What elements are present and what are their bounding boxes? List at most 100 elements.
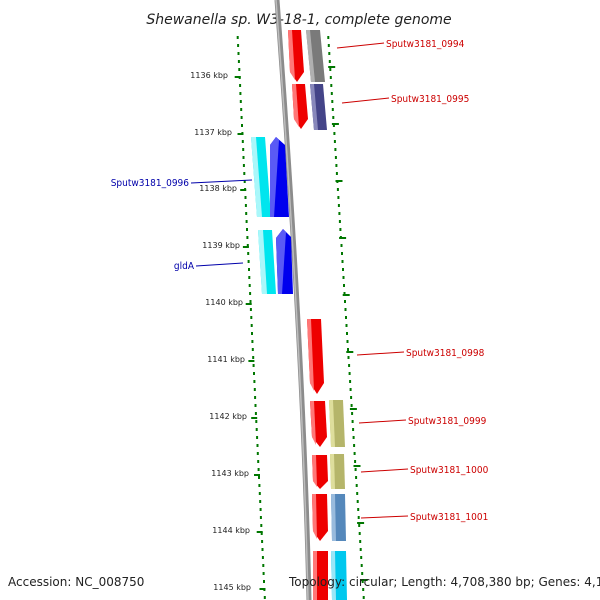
reverse-strand-features (251, 137, 293, 294)
tick-dot (259, 516, 262, 519)
tick-dot (348, 364, 351, 367)
tick-dot (355, 484, 358, 487)
tick-dot (360, 564, 363, 567)
gene-label-sputw3181-0999[interactable]: Sputw3181_0999 (408, 416, 487, 427)
tick-dot (237, 60, 240, 63)
tick-dot (331, 100, 334, 103)
tick-dot (354, 460, 357, 463)
tick-dot (254, 412, 257, 415)
tick-dot (259, 500, 262, 503)
gene-label-sputw3181-0994[interactable]: Sputw3181_0994 (386, 39, 465, 50)
tick-dot (337, 204, 340, 207)
cds-forward-highlight (310, 401, 316, 445)
tick-dot (261, 540, 264, 543)
kbp-label: 1137 kbp (194, 128, 232, 137)
tick-major (256, 531, 263, 533)
gene-label-sputw3181-0998[interactable]: Sputw3181_0998 (406, 348, 485, 359)
tick-dot (236, 36, 239, 39)
gene-label-sputw3181-1001[interactable]: Sputw3181_1001 (410, 512, 488, 523)
cds-reverse-highlight (270, 137, 279, 217)
cds-forward-highlight (312, 455, 317, 487)
tick-dot (258, 492, 261, 495)
tick-dot (263, 596, 266, 599)
leader-line (341, 97, 390, 104)
tick-major (342, 294, 350, 296)
tick-dot (261, 548, 264, 551)
leader-line (360, 468, 409, 473)
tick-dot (249, 300, 252, 303)
tick-major (339, 237, 347, 239)
tick-dot (360, 556, 363, 559)
tick-dot (237, 52, 240, 55)
cds-forward-highlight (292, 84, 299, 127)
tick-dot (250, 316, 253, 319)
tick-dot (259, 508, 262, 511)
tick-major (237, 133, 244, 135)
tick-dot (344, 300, 346, 303)
gene-label-glda[interactable]: gldA (174, 261, 195, 272)
tick-dot (248, 268, 250, 271)
tick-dot (338, 220, 341, 223)
kbp-label: 1140 kbp (205, 298, 243, 307)
tick-dot (328, 52, 331, 55)
tick-dot (251, 348, 254, 351)
tick-dot (341, 252, 343, 255)
tick-dot (241, 140, 244, 143)
gene-label-sputw3181-0995[interactable]: Sputw3181_0995 (391, 94, 469, 105)
tick-dot (242, 156, 245, 159)
genome-backbone (274, 0, 312, 600)
tick-major (331, 123, 339, 125)
tick-dot (339, 228, 342, 231)
tick-major (335, 180, 343, 182)
tick-dot (260, 524, 263, 527)
tick-dot (362, 588, 365, 591)
tick-dot (352, 428, 355, 431)
tick-dot (258, 484, 261, 487)
tick-dot (361, 572, 364, 575)
tick-dot (257, 468, 260, 471)
map-title: Shewanella sp. W3-18-1, complete genome (146, 12, 451, 28)
tick-dot (343, 292, 346, 295)
tick-dot (249, 308, 252, 311)
tick-major (248, 360, 255, 362)
tick-dot (246, 236, 249, 239)
tick-dot (361, 580, 364, 583)
tick-dot (253, 372, 255, 375)
tick-dot (351, 420, 354, 423)
tick-dot (330, 84, 333, 87)
tick-dot (343, 284, 345, 287)
accession-text: Accession: NC_008750 (8, 575, 144, 589)
tick-dot (358, 524, 361, 527)
tick-dot (347, 356, 350, 359)
tick-dot (349, 388, 352, 391)
tick-major (328, 66, 336, 68)
tick-dot (248, 276, 251, 279)
tick-dot (329, 68, 332, 71)
tick-dot (332, 124, 335, 127)
cog-gray-highlight (306, 30, 315, 82)
cds-forward-highlight (313, 551, 317, 600)
tick-dot (252, 356, 255, 359)
leader-line (336, 42, 385, 49)
topology-text: Topology: circular; Length: 4,708,380 bp… (288, 575, 600, 589)
cds-forward-highlight (288, 30, 295, 80)
tick-dot (248, 284, 251, 287)
tick-dot (239, 92, 242, 95)
tick-dot (337, 196, 340, 199)
gene-label-sputw3181-0996[interactable]: Sputw3181_0996 (111, 178, 190, 189)
tick-dot (249, 292, 252, 295)
tick-dot (348, 372, 351, 375)
leader-line (195, 262, 244, 267)
tick-dot (344, 308, 347, 311)
tick-dot (334, 148, 337, 151)
gene-label-sputw3181-1000[interactable]: Sputw3181_1000 (410, 465, 489, 476)
tick-dot (353, 444, 356, 447)
kbp-label: 1136 kbp (190, 71, 228, 80)
tick-major (234, 76, 241, 78)
tick-dot (253, 380, 256, 383)
tick-dot (356, 492, 359, 495)
tick-dot (251, 332, 253, 335)
tick-dot (327, 36, 330, 39)
tick-dot (353, 452, 356, 455)
leader-line (356, 351, 405, 356)
